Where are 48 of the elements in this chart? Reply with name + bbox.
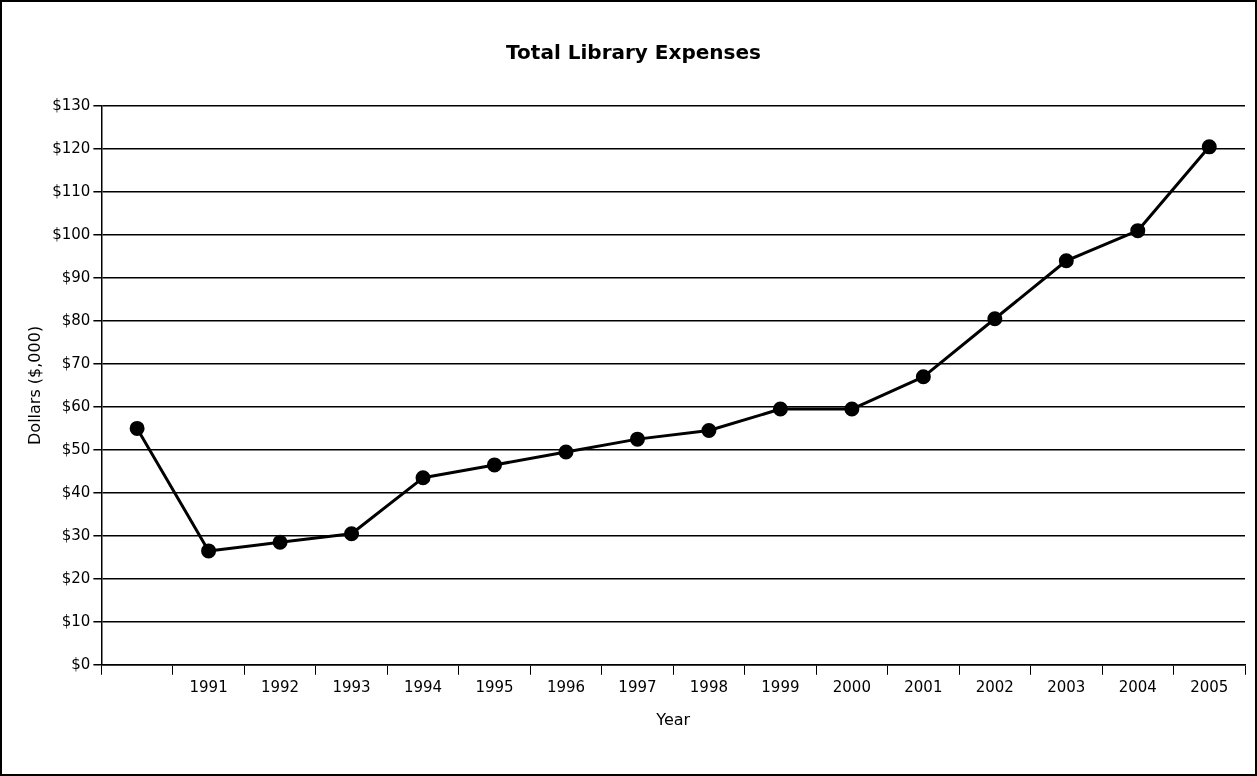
point (915, 369, 931, 385)
x-tick-label: 1993 (332, 677, 371, 696)
y-tick-label: $20 (61, 568, 91, 587)
y-axis-title: Dollars ($,000) (24, 325, 44, 445)
x-tick-label: 1999 (761, 677, 800, 696)
x-tick-label: 1995 (475, 677, 514, 696)
chart-title: Total Library Expenses (506, 40, 761, 65)
y-tick-label: $10 (61, 611, 91, 630)
point (201, 543, 217, 559)
y-tick-label: $40 (61, 482, 91, 501)
x-tick-label: 2005 (1190, 677, 1229, 696)
point (701, 423, 717, 439)
point (1058, 253, 1074, 269)
y-tick-label: $60 (61, 396, 91, 415)
point (129, 420, 145, 436)
x-tick-label: 1992 (260, 677, 300, 696)
x-tick-label: 2004 (1118, 677, 1157, 696)
point (415, 470, 431, 486)
x-axis-title: Year (655, 709, 691, 729)
point (1201, 139, 1217, 155)
y-tick-label: $80 (61, 310, 91, 329)
y-tick-label: $0 (71, 654, 91, 673)
x-tick-label: 1997 (618, 677, 657, 696)
y-tick-label: $30 (61, 525, 91, 544)
point (487, 457, 502, 473)
point (344, 526, 360, 542)
y-tick-label: $110 (52, 181, 91, 200)
point (558, 444, 574, 460)
point (1130, 223, 1146, 239)
x-tick-label: 2002 (975, 677, 1014, 696)
x-tick-label: 1994 (403, 677, 443, 696)
x-tick-label: 2000 (832, 677, 871, 696)
x-tick-label: 1991 (189, 677, 228, 696)
x-tick-label: 1996 (546, 677, 586, 696)
point (629, 431, 645, 447)
y-tick-label: $70 (61, 353, 91, 372)
y-tick-label: $130 (52, 95, 91, 114)
point (987, 311, 1003, 327)
y-tick-label: $50 (61, 439, 91, 458)
x-tick-label: 2003 (1047, 677, 1086, 696)
point (772, 401, 788, 417)
point (272, 534, 288, 550)
y-tick-label: $120 (52, 138, 91, 157)
y-tick-label: $100 (52, 224, 91, 243)
point (844, 401, 860, 417)
x-tick-label: 2001 (904, 677, 943, 696)
x-tick-label: 1998 (689, 677, 729, 696)
y-tick-label: $90 (61, 267, 91, 286)
